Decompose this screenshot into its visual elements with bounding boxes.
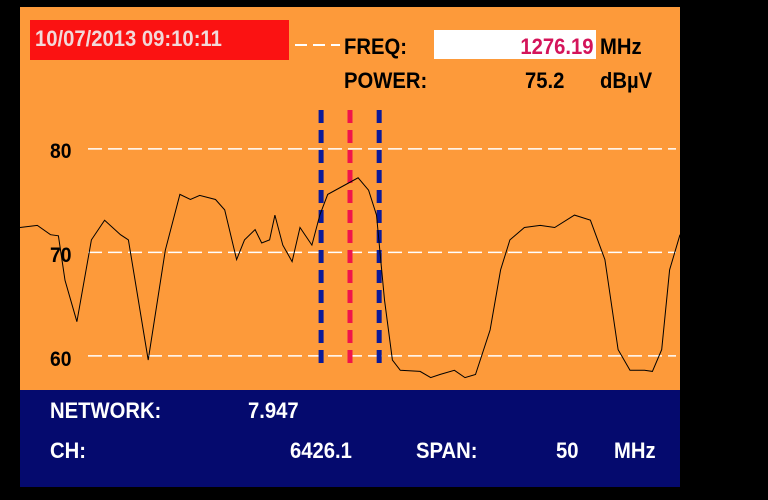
info-panel [20,390,680,487]
network-value: 7.947 [248,398,299,423]
spectrum-trace [19,177,681,379]
span-unit: MHz [614,438,656,463]
ch-value: 6426.1 [290,438,352,463]
freq-label: FREQ: [344,34,407,59]
span-label: SPAN: [416,438,478,463]
ytick-70: 70 [50,244,72,267]
ytick-60: 60 [50,348,72,371]
freq-unit: MHz [600,34,642,59]
power-label: POWER: [344,68,428,93]
power-unit: dBµV [600,68,653,93]
network-label: NETWORK: [50,398,162,423]
datetime-box [30,20,289,60]
freq-input[interactable] [434,30,596,59]
span-value: 50 [556,438,579,463]
power-value: 75.2 [525,68,565,93]
datetime: 10/07/2013 09:10:11 [35,26,222,51]
ch-label: CH: [50,438,86,463]
ytick-80: 80 [50,140,72,163]
freq-value: 1276.19 [520,34,594,59]
